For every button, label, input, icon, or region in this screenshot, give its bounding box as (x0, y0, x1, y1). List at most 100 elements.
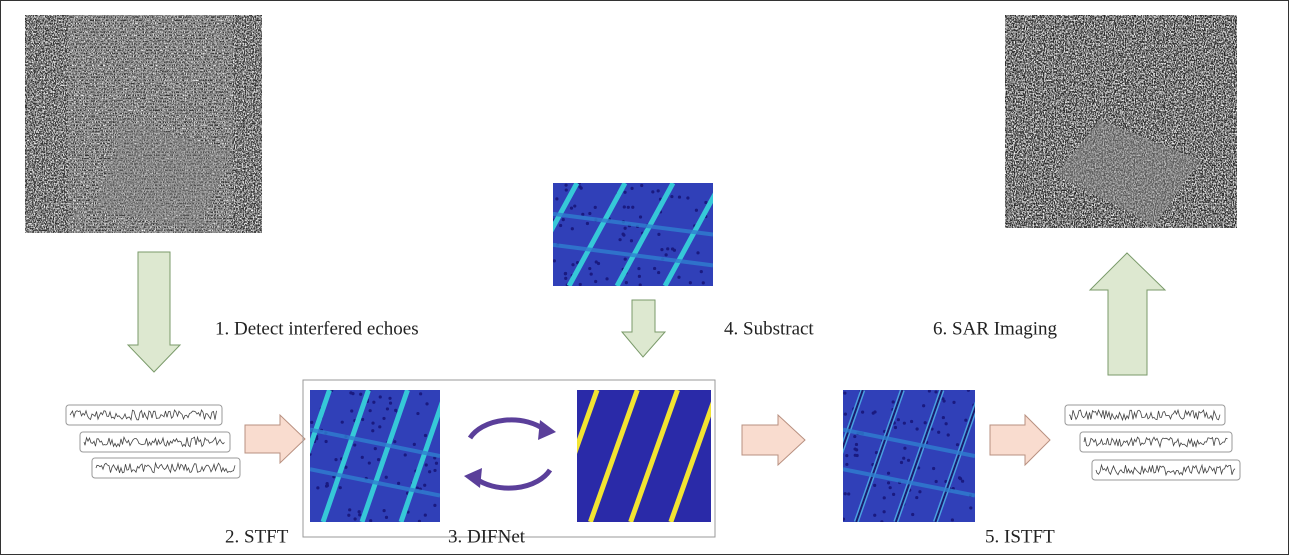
speckle (855, 443, 858, 446)
down-arrow (128, 252, 180, 372)
speckle (942, 416, 945, 419)
speckle (640, 184, 643, 187)
speckle (377, 458, 380, 461)
speckle (564, 184, 567, 187)
speckle (423, 484, 426, 487)
speckle (892, 493, 895, 496)
spectrogram (817, 389, 982, 524)
sar-output-image (1005, 15, 1237, 228)
speckle (428, 470, 431, 473)
speckle (397, 482, 400, 485)
speckle (887, 481, 890, 484)
speckle (638, 275, 641, 278)
speckle (937, 431, 940, 434)
speckle (686, 196, 689, 199)
speckle (689, 281, 692, 284)
step-label: 1. Detect interfered echoes (215, 318, 419, 339)
signal-box (80, 432, 230, 452)
speckle (334, 458, 337, 461)
speckle (378, 425, 381, 428)
speckle (657, 233, 660, 236)
step-label: 3. DIFNet (448, 526, 526, 547)
speckle (350, 409, 353, 412)
speckle (934, 390, 937, 393)
speckle (677, 276, 680, 279)
step-label: 6. SAR Imaging (933, 318, 1058, 339)
speckle (310, 421, 313, 424)
speckle (935, 480, 938, 483)
speckle (361, 418, 364, 421)
speckle (900, 461, 903, 464)
speckle (361, 456, 364, 459)
speckle (588, 267, 591, 270)
speckle (371, 429, 374, 432)
speckle (922, 404, 925, 407)
signal-box (1080, 432, 1232, 452)
speckle (932, 467, 935, 470)
speckle (903, 447, 906, 450)
speckle (605, 277, 608, 280)
speckle (588, 212, 591, 215)
speckle (578, 185, 581, 188)
speckle (678, 195, 681, 198)
speckle (911, 513, 914, 516)
speckle (671, 247, 674, 250)
step-label: 4. Substract (724, 318, 814, 339)
speckle (631, 206, 634, 209)
speckle (368, 461, 371, 464)
speckle (880, 520, 883, 523)
speckle (958, 476, 961, 479)
speckle (353, 517, 356, 520)
speckle (416, 412, 419, 415)
speckle (702, 281, 705, 284)
speckle (624, 258, 627, 261)
speckle (657, 271, 660, 274)
spectrogram (284, 389, 447, 523)
speckle (404, 453, 407, 456)
speckle (947, 433, 950, 436)
spectrogram (521, 181, 721, 286)
speckle (316, 486, 319, 489)
speckle (586, 222, 589, 225)
speckle (382, 417, 385, 420)
speckle (419, 392, 422, 395)
speckle (623, 191, 626, 194)
speckle (564, 272, 567, 275)
speckle (369, 519, 372, 522)
speckle (861, 410, 864, 413)
speckle (665, 253, 668, 256)
speckle (630, 187, 633, 190)
right-arrow (742, 415, 805, 465)
speckle (845, 454, 848, 457)
speckle (579, 283, 582, 286)
speckle (553, 259, 556, 262)
speckle (359, 393, 362, 396)
speckle (951, 518, 954, 521)
speckle (942, 399, 945, 402)
speckle (573, 204, 576, 207)
speckle (854, 454, 857, 457)
speckle (622, 232, 625, 235)
speckle (358, 510, 361, 513)
speckle (894, 426, 897, 429)
step-label: 5. ISTFT (985, 526, 1055, 547)
speckle (945, 422, 948, 425)
speckle (623, 205, 626, 208)
speckle (844, 492, 847, 495)
speckle (625, 281, 628, 284)
right-arrow (245, 415, 305, 463)
speckle (883, 496, 886, 499)
speckle (952, 401, 955, 404)
speckle (433, 504, 436, 507)
speckle (595, 260, 598, 263)
speckle (918, 490, 921, 493)
speckle (887, 472, 890, 475)
speckle (660, 248, 663, 251)
speckle (845, 463, 848, 466)
speckle (372, 401, 375, 404)
speckle (910, 420, 913, 423)
speckle (627, 206, 630, 209)
speckle (844, 413, 847, 416)
speckle (594, 280, 597, 283)
speckle (653, 267, 656, 270)
